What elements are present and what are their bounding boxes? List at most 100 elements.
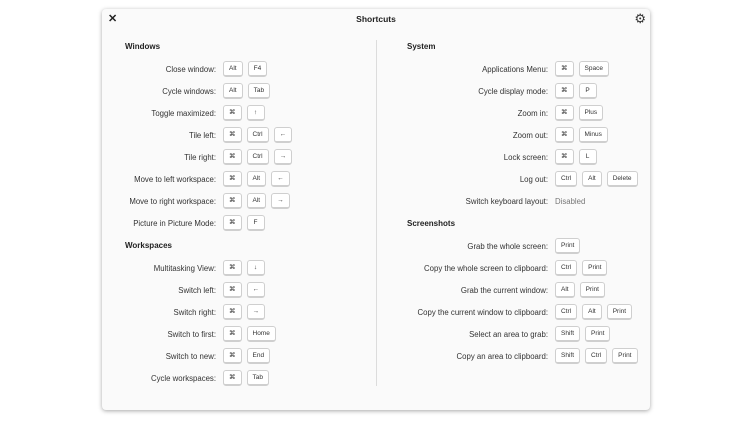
key-cap: ↑ (246, 105, 265, 121)
key-cap: ⌘ (555, 83, 574, 99)
shortcut-label: Move to right workspace: (129, 196, 216, 206)
key-cap: Alt (223, 61, 243, 77)
key-cap: F4 (247, 61, 268, 77)
shortcut-label: Log out: (519, 174, 548, 184)
key-cap: Ctrl (555, 171, 578, 187)
key-cap: → (271, 193, 290, 209)
shortcut-row: Copy the whole screen to clipboard: Ctrl P… (377, 257, 650, 279)
key-cap: ⌘ (223, 193, 242, 209)
key-cap: Ctrl (246, 149, 269, 165)
key-cap: ⌘ (223, 127, 242, 143)
shortcut-label: Move to left workspace: (134, 174, 216, 184)
key-cap: Ctrl (246, 127, 269, 143)
key-cap: ⌘ (223, 260, 242, 276)
shortcut-row: Switch to new: ⌘ End (102, 345, 376, 367)
section-heading: Screenshots (407, 219, 456, 228)
key-cap: Tab (246, 370, 269, 386)
key-cap: ⌘ (223, 105, 242, 121)
key-cap: → (273, 149, 293, 165)
key-cap: Print (579, 282, 605, 298)
key-cap: End (246, 348, 271, 364)
section-heading: Workspaces (125, 241, 172, 250)
key-cap: ↓ (246, 260, 265, 276)
shortcut-row: Applications Menu: ⌘ Space (377, 58, 650, 80)
shortcut-label: Grab the whole screen: (467, 241, 548, 251)
shortcut-row: Close window: Alt F4 (102, 58, 376, 80)
shortcut-label: Cycle windows: (162, 86, 216, 96)
column-divider (376, 40, 377, 386)
shortcut-row: Multitasking View: ⌘ ↓ (102, 257, 376, 279)
key-cap: Alt (246, 193, 267, 209)
shortcut-label: Picture in Picture Mode: (133, 218, 216, 228)
section-heading: Windows (125, 42, 161, 51)
close-icon[interactable]: ✕ (108, 13, 118, 25)
key-cap: ⌘ (555, 127, 574, 143)
key-cap: Print (606, 304, 633, 320)
shortcut-label: Cycle display mode: (478, 86, 548, 96)
key-cap: L (578, 149, 597, 165)
gear-icon[interactable]: ⚙ (634, 11, 646, 26)
shortcut-label: Copy an area to clipboard: (456, 351, 548, 361)
shortcut-section: Workspaces Multitasking View: ⌘ ↓ Switch lef… (102, 239, 376, 389)
shortcut-row: Move to right workspace: ⌘ Alt → (102, 190, 376, 212)
shortcut-row: Tile right: ⌘ Ctrl → (102, 146, 376, 168)
shortcut-label: Copy the whole screen to clipboard: (424, 263, 548, 273)
shortcut-row: Log out: Ctrl Alt Delete (377, 168, 650, 190)
key-cap: Home (246, 326, 276, 342)
key-cap: ⌘ (223, 304, 242, 320)
shortcut-section: System Applications Menu: ⌘ Space Cycle disp… (377, 40, 650, 212)
shortcut-row: Switch to first: ⌘ Home (102, 323, 376, 345)
key-cap: F (246, 215, 265, 231)
left-column: Windows Close window: Alt F4 Cycle windows: A… (102, 40, 376, 393)
right-column: System Applications Menu: ⌘ Space Cycle disp… (377, 40, 650, 371)
key-cap: P (578, 83, 597, 99)
key-cap: Alt (555, 282, 575, 298)
key-cap: Print (555, 238, 581, 254)
key-cap: Plus (578, 105, 604, 121)
shortcut-row: Copy an area to clipboard: Shift Ctrl Print (377, 345, 650, 367)
section-heading: System (407, 42, 436, 51)
key-cap: Alt (223, 83, 243, 99)
shortcut-label: Switch right: (173, 307, 216, 317)
key-cap: ⌘ (223, 171, 242, 187)
shortcut-label: Switch keyboard layout: (465, 196, 548, 206)
key-cap: Ctrl (555, 260, 578, 276)
key-cap: Print (612, 348, 638, 364)
shortcut-row: Grab the whole screen: Print (377, 235, 650, 257)
shortcut-row: Cycle windows: Alt Tab (102, 80, 376, 102)
shortcut-label: Copy the current window to clipboard: (417, 307, 548, 317)
key-cap: → (246, 304, 265, 320)
shortcut-row: Move to left workspace: ⌘ Alt ← (102, 168, 376, 190)
shortcut-label: Select an area to grab: (469, 329, 548, 339)
shortcut-row: Zoom out: ⌘ Minus (377, 124, 650, 146)
title-bar: ✕ Shortcuts ⚙ (102, 9, 650, 31)
key-cap: Print (582, 260, 608, 276)
key-cap: ⌘ (555, 61, 574, 77)
shortcut-row: Tile left: ⌘ Ctrl ← (102, 124, 376, 146)
shortcut-label: Zoom out: (512, 130, 548, 140)
shortcut-label: Tile right: (184, 152, 216, 162)
key-cap: ⌘ (223, 348, 242, 364)
window-title: Shortcuts (356, 14, 396, 24)
shortcut-label: Switch left: (178, 285, 216, 295)
shortcut-label: Applications Menu: (482, 64, 548, 74)
key-cap: ⌘ (223, 370, 242, 386)
shortcut-value: Disabled (555, 196, 586, 206)
shortcut-row: Cycle display mode: ⌘ P (377, 80, 650, 102)
shortcut-label: Toggle maximized: (151, 108, 216, 118)
key-cap: Print (585, 326, 611, 342)
key-cap: ⌘ (223, 282, 242, 298)
key-cap: ← (273, 127, 293, 143)
shortcut-label: Lock screen: (503, 152, 548, 162)
shortcut-section: Windows Close window: Alt F4 Cycle windows: A… (102, 40, 376, 234)
key-cap: Alt (246, 171, 267, 187)
key-cap: ← (246, 282, 265, 298)
shortcut-row: Toggle maximized: ⌘ ↑ (102, 102, 376, 124)
key-cap: ⌘ (555, 149, 574, 165)
key-cap: ⌘ (223, 149, 242, 165)
shortcut-row: Zoom in: ⌘ Plus (377, 102, 650, 124)
shortcut-row: Switch right: ⌘ → (102, 301, 376, 323)
key-cap: Alt (582, 171, 602, 187)
shortcuts-window: ✕ Shortcuts ⚙ Windows Close window: Alt F4 C… (102, 9, 650, 410)
shortcut-label: Cycle workspaces: (151, 373, 216, 383)
